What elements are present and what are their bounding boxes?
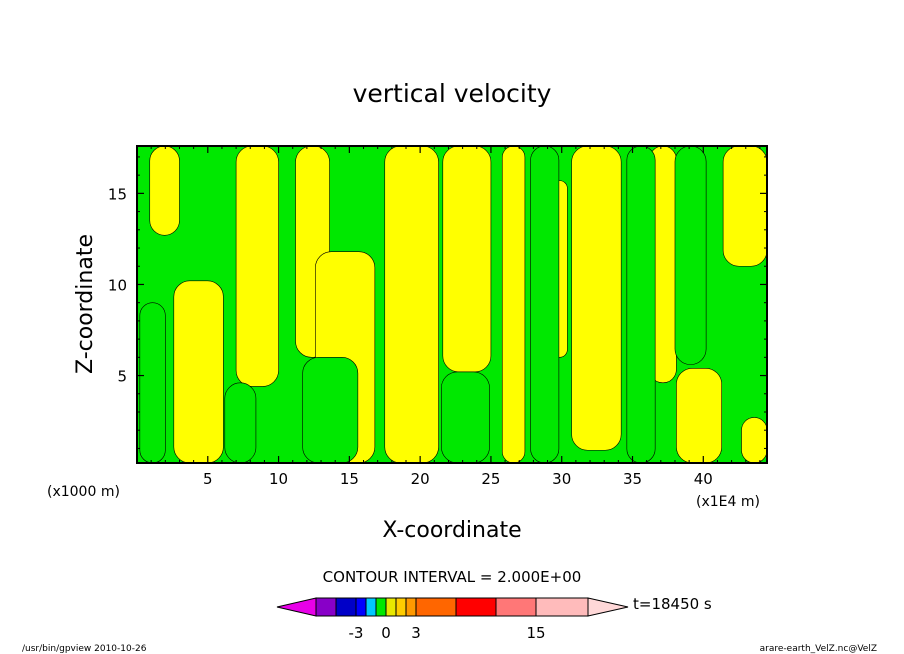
contour-region-yellow-10 [571, 146, 622, 451]
y-unit-label: (x1000 m) [47, 484, 120, 500]
contour-region-yellow-14 [741, 417, 767, 463]
x-tick-label-35: 35 [623, 470, 642, 488]
time-label: t=18450 s [633, 595, 712, 613]
x-tick-label-15: 15 [340, 470, 359, 488]
contour-region-green-5 [530, 146, 560, 463]
colorbar-swatch-11 [495, 597, 537, 617]
chart-title: vertical velocity [353, 79, 552, 108]
y-tick-label-10: 10 [108, 276, 127, 294]
contour-fills [139, 146, 767, 463]
colorbar-swatch-6 [385, 597, 397, 617]
colorbar-label-4: 15 [526, 624, 545, 642]
x-tick-label-30: 30 [552, 470, 571, 488]
contour-region-yellow-8 [501, 146, 526, 463]
colorbar-swatch-1 [315, 597, 337, 617]
colorbar-label-2: 0 [381, 624, 391, 642]
contour-interval-label: CONTOUR INTERVAL = 2.000E+00 [323, 568, 582, 586]
contour-region-yellow-7 [442, 146, 492, 373]
x-tick-label-5: 5 [203, 470, 213, 488]
x-unit-label: (x1E4 m) [696, 494, 760, 510]
colorbar-swatch-4 [365, 597, 377, 617]
y-tick-label-5: 5 [117, 368, 127, 386]
colorbar-label-1: -3 [349, 624, 364, 642]
x-tick-label-10: 10 [269, 470, 288, 488]
footer-left: /usr/bin/gpview 2010-10-26 [22, 644, 147, 654]
colorbar-swatch-2 [335, 597, 357, 617]
x-tick-label-20: 20 [411, 470, 430, 488]
colorbar-high-arrow [587, 597, 629, 617]
contour-region-green-4 [441, 371, 490, 463]
colorbar-swatch-8 [405, 597, 417, 617]
x-axis-label: X-coordinate [382, 518, 521, 543]
colorbar-swatch-7 [395, 597, 407, 617]
contour-region-yellow-2 [173, 280, 224, 463]
contour-region-yellow-1 [149, 146, 180, 236]
colorbar-swatch-5 [375, 597, 387, 617]
contour-region-green-1 [139, 302, 166, 463]
plot-area: 5 10 15 20 25 30 35 40 5 10 15 [108, 145, 768, 488]
colorbar-low-arrow [276, 597, 317, 617]
y-ticks: 5 10 15 [108, 156, 767, 449]
colorbar-swatch-9 [415, 597, 457, 617]
x-tick-label-40: 40 [694, 470, 713, 488]
contour-region-green-6 [626, 146, 656, 463]
colorbar-swatch-3 [355, 597, 367, 617]
contour-region-yellow-3 [235, 146, 279, 387]
colorbar-label-3: 3 [411, 624, 421, 642]
colorbar-swatch-12 [535, 597, 589, 617]
contour-region-green-2 [224, 382, 257, 463]
colorbar-swatch-10 [455, 597, 497, 617]
contour-region-yellow-12 [676, 367, 722, 463]
contour-region-green-7 [674, 146, 707, 365]
contour-region-yellow-13 [722, 146, 767, 267]
contour-region-green-3 [302, 357, 359, 463]
y-tick-label-15: 15 [108, 185, 127, 203]
plot-frame [136, 145, 768, 464]
x-ticks: 5 10 15 20 25 30 35 40 [150, 146, 761, 488]
contour-region-yellow-6 [384, 146, 439, 463]
footer-right: arare-earth_VelZ.nc@VelZ [760, 644, 877, 654]
x-tick-label-25: 25 [481, 470, 500, 488]
y-axis-label: Z-coordinate [73, 234, 98, 374]
colorbar: -3 0 3 15 [276, 597, 629, 642]
